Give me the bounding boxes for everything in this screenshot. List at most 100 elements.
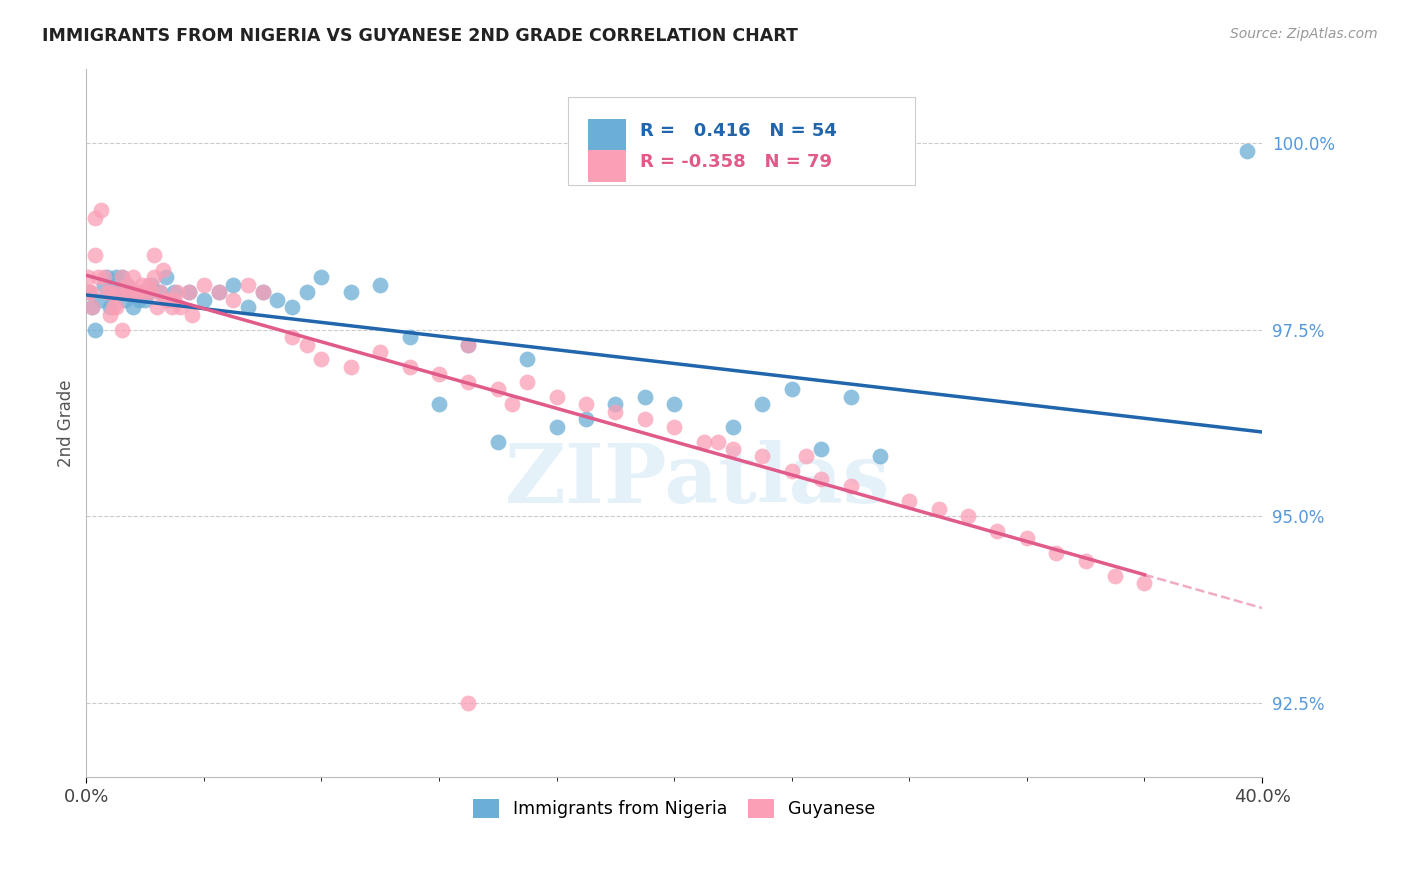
Point	[114, 293, 136, 307]
Point	[84, 323, 107, 337]
Point	[80, 285, 103, 300]
Point	[368, 277, 391, 292]
Text: R = -0.358   N = 79: R = -0.358 N = 79	[640, 153, 832, 171]
Point	[139, 285, 162, 300]
FancyBboxPatch shape	[588, 150, 626, 182]
Point	[166, 285, 188, 300]
Point	[84, 248, 107, 262]
Point	[1045, 546, 1067, 560]
Point	[427, 368, 450, 382]
Point	[721, 442, 744, 456]
Point	[193, 293, 215, 307]
Point	[295, 285, 318, 300]
Point	[142, 270, 165, 285]
Point	[281, 300, 304, 314]
Text: IMMIGRANTS FROM NIGERIA VS GUYANESE 2ND GRADE CORRELATION CHART: IMMIGRANTS FROM NIGERIA VS GUYANESE 2ND …	[42, 27, 799, 45]
Point	[839, 479, 862, 493]
Point	[157, 293, 180, 307]
Point	[222, 293, 245, 307]
Point	[810, 472, 832, 486]
Point	[252, 285, 274, 300]
Point	[1015, 532, 1038, 546]
Point	[1104, 569, 1126, 583]
Point	[634, 390, 657, 404]
Point	[810, 442, 832, 456]
Point	[928, 501, 950, 516]
Point	[780, 382, 803, 396]
Legend: Immigrants from Nigeria, Guyanese: Immigrants from Nigeria, Guyanese	[465, 792, 883, 825]
Point	[486, 382, 509, 396]
Point	[575, 397, 598, 411]
Point	[142, 248, 165, 262]
Point	[122, 270, 145, 285]
Point	[155, 293, 177, 307]
Point	[128, 285, 150, 300]
Point	[368, 345, 391, 359]
Text: ZIPatlas: ZIPatlas	[505, 440, 890, 519]
Point	[751, 397, 773, 411]
Point	[136, 285, 159, 300]
Point	[957, 509, 980, 524]
Point	[516, 375, 538, 389]
FancyBboxPatch shape	[568, 97, 915, 186]
Point	[179, 285, 201, 300]
Point	[117, 277, 139, 292]
Point	[605, 397, 627, 411]
Point	[575, 412, 598, 426]
Point	[77, 285, 100, 300]
Point	[169, 300, 191, 314]
Point	[76, 270, 98, 285]
Point	[120, 285, 142, 300]
Point	[163, 285, 186, 300]
Point	[546, 390, 568, 404]
Point	[160, 300, 183, 314]
Point	[457, 696, 479, 710]
Y-axis label: 2nd Grade: 2nd Grade	[58, 379, 75, 467]
Point	[131, 285, 153, 300]
Point	[1074, 554, 1097, 568]
Point	[252, 285, 274, 300]
Point	[634, 412, 657, 426]
Point	[398, 359, 420, 374]
Point	[90, 293, 112, 307]
Point	[149, 285, 172, 300]
Point	[87, 270, 110, 285]
Point	[107, 285, 129, 300]
Point	[84, 211, 107, 225]
Point	[125, 285, 148, 300]
Point	[222, 277, 245, 292]
Text: R =   0.416   N = 54: R = 0.416 N = 54	[640, 122, 837, 140]
Point	[898, 494, 921, 508]
Point	[281, 330, 304, 344]
Point	[662, 419, 685, 434]
Point	[110, 323, 132, 337]
Point	[869, 450, 891, 464]
Point	[82, 300, 104, 314]
Point	[77, 285, 100, 300]
Point	[236, 277, 259, 292]
Point	[1236, 144, 1258, 158]
Point	[662, 397, 685, 411]
Point	[96, 285, 118, 300]
Point	[134, 293, 156, 307]
Point	[986, 524, 1008, 538]
Point	[128, 293, 150, 307]
Point	[193, 277, 215, 292]
Point	[1133, 576, 1156, 591]
Point	[796, 450, 818, 464]
Point	[149, 285, 172, 300]
Text: Source: ZipAtlas.com: Source: ZipAtlas.com	[1230, 27, 1378, 41]
FancyBboxPatch shape	[588, 119, 626, 151]
Point	[90, 203, 112, 218]
Point	[516, 352, 538, 367]
Point	[486, 434, 509, 449]
Point	[104, 300, 127, 314]
Point	[311, 270, 333, 285]
Point	[98, 285, 121, 300]
Point	[207, 285, 229, 300]
Point	[120, 285, 142, 300]
Point	[398, 330, 420, 344]
Point	[780, 464, 803, 478]
Point	[107, 285, 129, 300]
Point	[311, 352, 333, 367]
